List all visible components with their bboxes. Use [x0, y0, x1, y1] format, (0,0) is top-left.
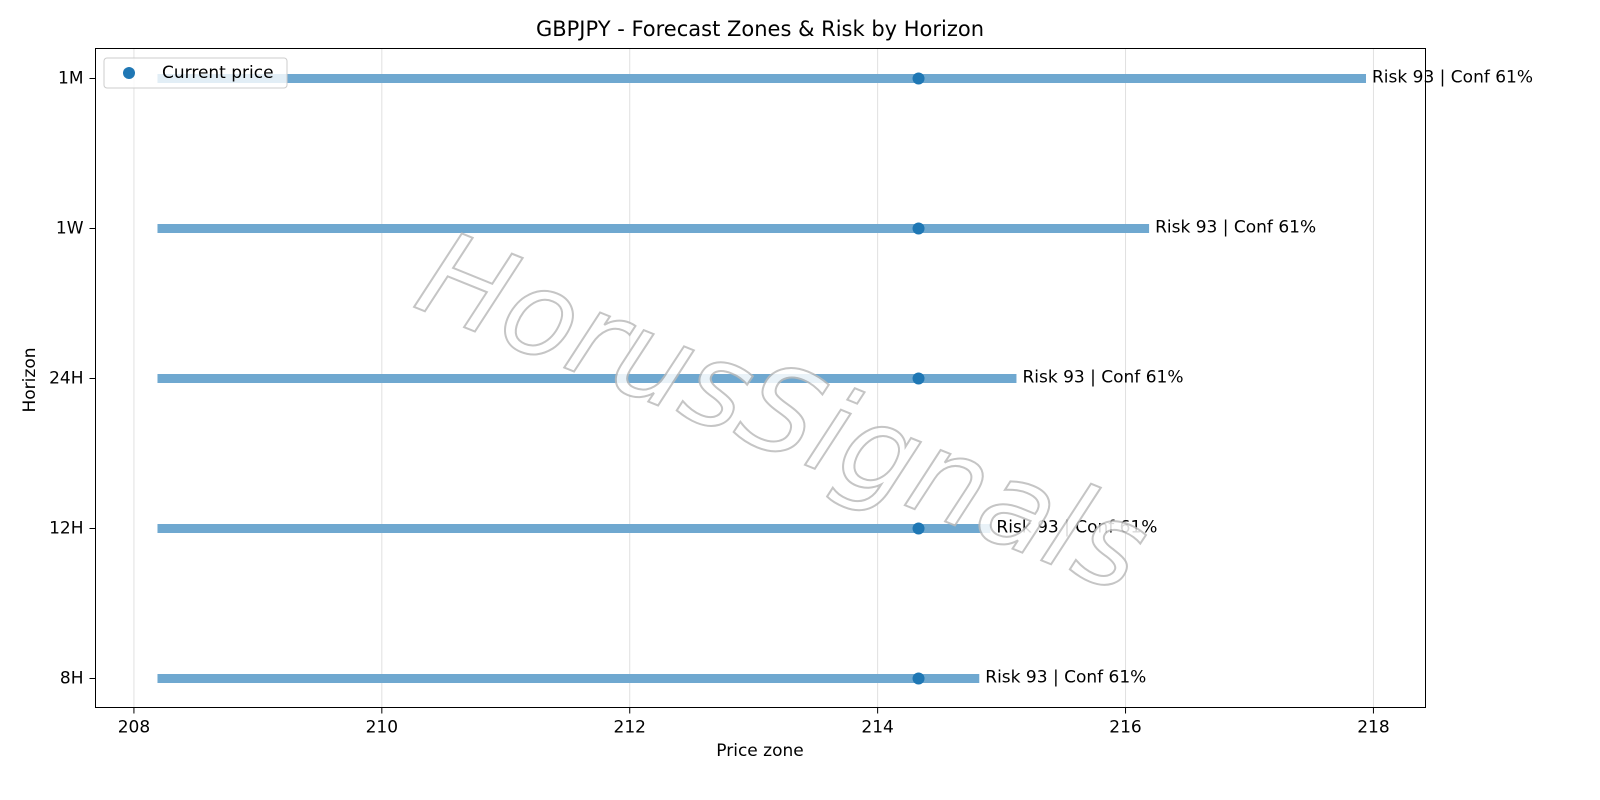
y-tick-label: 8H [60, 669, 84, 689]
range-bar [157, 74, 1367, 83]
legend-marker [123, 67, 135, 79]
legend-label: Current price [162, 63, 274, 83]
range-bar [157, 224, 1150, 233]
legend-box [103, 57, 288, 89]
current-price-dot [912, 522, 925, 535]
annotation: Risk 93 | Conf 61% [1022, 368, 1183, 388]
current-price-dot [912, 222, 925, 235]
y-tick-label: 24H [49, 369, 83, 389]
current-price-dot [912, 672, 925, 685]
current-price-dot [912, 372, 925, 385]
x-tick-label: 214 [861, 718, 893, 738]
y-tick-label: 1W [56, 219, 84, 239]
current-price-dot [912, 72, 925, 85]
y-tick-label: 12H [49, 519, 83, 539]
y-axis-label: Horizon [20, 348, 40, 413]
annotation: Risk 93 | Conf 61% [985, 668, 1146, 688]
x-tick-label: 208 [118, 718, 150, 738]
chart-title: GBPJPY - Forecast Zones & Risk by Horizo… [536, 17, 984, 41]
annotation: Risk 93 | Conf 61% [1155, 218, 1316, 238]
x-tick-label: 218 [1357, 718, 1389, 738]
x-tick-label: 210 [366, 718, 398, 738]
range-bar [157, 674, 980, 683]
annotation: Risk 93 | Conf 61% [996, 518, 1157, 538]
range-bar [157, 524, 991, 533]
range-bar [157, 374, 1017, 383]
plot-area: Risk 93 | Conf 61% Risk 93 | Conf 61% Risk… [157, 68, 1533, 688]
x-tick-label: 216 [1109, 718, 1141, 738]
x-tick-label: 212 [614, 718, 646, 738]
annotation: Risk 93 | Conf 61% [1372, 68, 1533, 88]
x-axis-label: Price zone [716, 741, 803, 761]
y-tick-label: 1M [58, 69, 83, 89]
legend: Current price [103, 57, 288, 89]
